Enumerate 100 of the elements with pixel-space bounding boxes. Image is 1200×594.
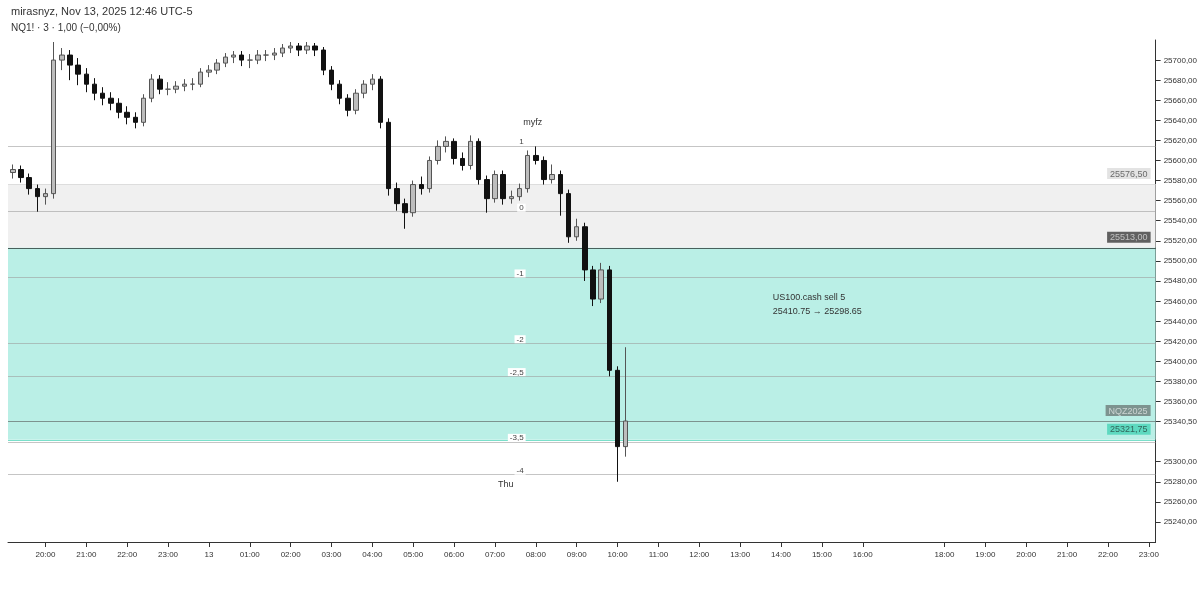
y-tick-label: 25440,00 — [1163, 316, 1198, 326]
x-tick-label: 11:00 — [648, 549, 669, 559]
annotation: -4 — [516, 466, 525, 476]
chart-subtitle: NQ1! · 3 · 1,00 (−0,00%) — [11, 21, 121, 33]
candlestick — [84, 67, 89, 93]
candlestick — [59, 47, 65, 71]
y-tick-label: 25360,00 — [1163, 396, 1198, 406]
x-tick-label: 05:00 — [403, 549, 424, 559]
candlestick — [451, 137, 457, 165]
annotation: -2,5 — [509, 367, 525, 377]
x-tick-label: 20:00 — [1016, 549, 1037, 559]
candlestick — [67, 49, 73, 81]
candlestick — [35, 184, 40, 213]
candlestick — [410, 180, 416, 218]
candlestick — [370, 73, 375, 91]
candlestick — [500, 170, 506, 206]
candlestick — [402, 198, 408, 230]
x-tick-label: 21:00 — [1057, 549, 1078, 559]
candlestick — [345, 93, 351, 117]
candlestick — [533, 145, 539, 165]
candlestick — [607, 265, 612, 377]
y-tick-label: 25280,00 — [1163, 477, 1198, 487]
y-tick-label: 25380,00 — [1163, 376, 1198, 386]
y-tick-label: 25560,00 — [1163, 196, 1198, 206]
y-tick-label: 25680,00 — [1163, 75, 1198, 85]
candlestick — [124, 105, 130, 125]
ref-line-label: 25576,50 — [1110, 168, 1148, 179]
candlestick — [394, 182, 400, 212]
candlestick — [492, 170, 498, 204]
x-tick-label: 07:00 — [484, 549, 506, 559]
candlestick — [598, 262, 604, 304]
candlestick — [590, 265, 596, 307]
annotation: 1 — [519, 137, 525, 147]
candlestick — [312, 42, 318, 57]
x-tick-label: 23:00 — [1138, 549, 1160, 559]
x-tick-label: 23:00 — [158, 549, 179, 559]
candlestick — [51, 41, 56, 200]
candlestick — [517, 183, 522, 202]
ref-line-label: 25513,00 — [1110, 232, 1148, 243]
annotation: 0 — [519, 203, 525, 213]
candlestick — [574, 218, 579, 242]
candlestick — [247, 53, 253, 69]
candlestick — [133, 111, 138, 129]
y-tick-label: 25500,00 — [1163, 256, 1198, 266]
candlestick — [280, 43, 285, 58]
candlestick — [263, 49, 269, 62]
x-tick-label: 08:00 — [525, 549, 547, 559]
candlestick — [304, 41, 310, 55]
x-tick-label: 04:00 — [362, 549, 383, 559]
candlestick — [190, 77, 195, 91]
y-tick-label: 25540,00 — [1163, 216, 1198, 226]
candlestick — [206, 64, 212, 78]
y-tick-label: 25520,00 — [1163, 236, 1198, 246]
candlestick — [623, 346, 628, 458]
annotation: Thu — [498, 479, 514, 490]
candlestick — [173, 80, 179, 94]
y-tick-label: 25700,00 — [1163, 55, 1198, 65]
x-tick-label: 18:00 — [934, 549, 956, 559]
x-tick-label: 20:00 — [35, 549, 57, 559]
candlestick — [558, 170, 563, 217]
candlestick — [484, 175, 490, 214]
candlestick — [443, 135, 449, 153]
candlestick — [116, 97, 122, 119]
candlestick — [361, 79, 367, 99]
candlestick — [18, 165, 24, 184]
annotation: -3,5 — [509, 433, 525, 443]
candlestick — [419, 176, 424, 196]
x-tick-label: 06:00 — [444, 549, 465, 559]
candlestick — [214, 58, 220, 75]
candlestick — [231, 50, 236, 64]
candlestick — [337, 79, 342, 105]
candlestick — [239, 50, 244, 67]
candlestick — [541, 155, 547, 186]
candlestick — [157, 74, 163, 95]
x-tick-label: 13 — [204, 549, 214, 559]
candlestick — [141, 93, 146, 127]
candlestick — [615, 365, 620, 483]
candlestick — [198, 67, 203, 88]
candlestick — [182, 78, 187, 92]
candlestick — [476, 137, 481, 186]
candlestick — [296, 42, 302, 57]
candlestick — [75, 57, 81, 86]
annotation: myfz — [523, 116, 543, 127]
candlestick — [549, 164, 555, 185]
candlestick — [386, 117, 391, 197]
candlestick — [288, 41, 293, 54]
candlestick — [353, 88, 359, 115]
candlestick — [92, 77, 97, 101]
x-tick-label: 12:00 — [689, 549, 710, 559]
y-tick-label: 25620,00 — [1163, 135, 1198, 145]
candlestick — [43, 188, 48, 206]
candlestick — [435, 139, 441, 165]
candlestick — [460, 151, 465, 172]
x-tick-label: 22:00 — [117, 549, 138, 559]
y-tick-label: 25640,00 — [1163, 115, 1198, 125]
x-tick-label: 22:00 — [1097, 549, 1119, 559]
y-tick-label: 25420,00 — [1163, 336, 1198, 346]
y-tick-label: 25660,00 — [1163, 95, 1198, 105]
ref-line-label: 25321,75 — [1110, 424, 1148, 435]
x-tick-label: 15:00 — [811, 549, 833, 559]
